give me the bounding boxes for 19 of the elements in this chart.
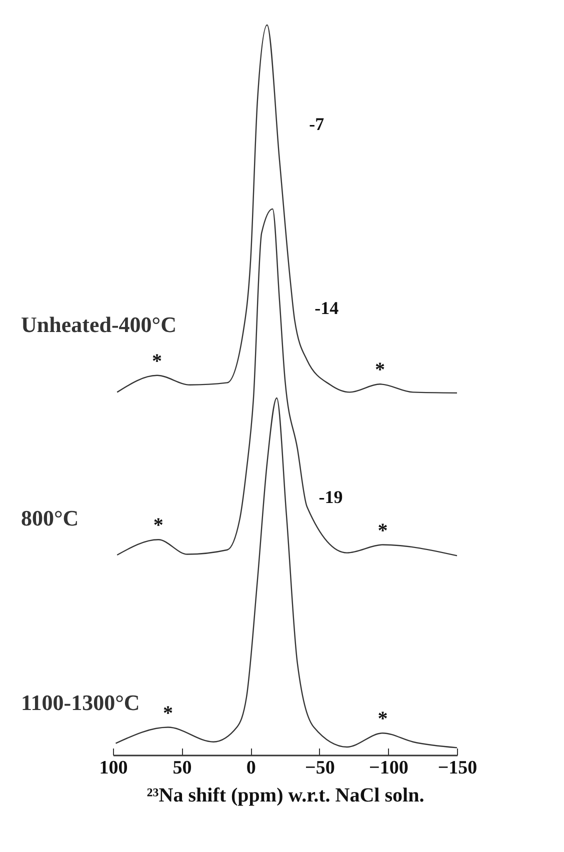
annotation: *	[153, 514, 164, 537]
x-tick-label: −100	[369, 758, 408, 778]
series-label: Unheated-400°C	[21, 312, 176, 338]
annotation: *	[378, 708, 388, 730]
x-tick-label: 100	[99, 758, 128, 778]
x-tick-label: 0	[246, 758, 256, 778]
x-axis-title: ²³Na shift (ppm) w.r.t. NaCl soln.	[146, 784, 424, 806]
annotation: -7	[309, 114, 324, 134]
annotation: *	[374, 359, 385, 382]
annotation: -19	[318, 487, 343, 508]
annotation: *	[152, 350, 162, 372]
annotation: *	[378, 520, 388, 542]
text: 800°C	[21, 506, 79, 531]
annotation: *	[163, 702, 174, 724]
annotation: -14	[314, 298, 339, 318]
x-tick-label: −150	[438, 758, 478, 778]
series-label: 1100-1300°C	[21, 690, 140, 716]
x-tick-label: −50	[304, 758, 335, 778]
x-tick-label: 50	[172, 758, 192, 778]
